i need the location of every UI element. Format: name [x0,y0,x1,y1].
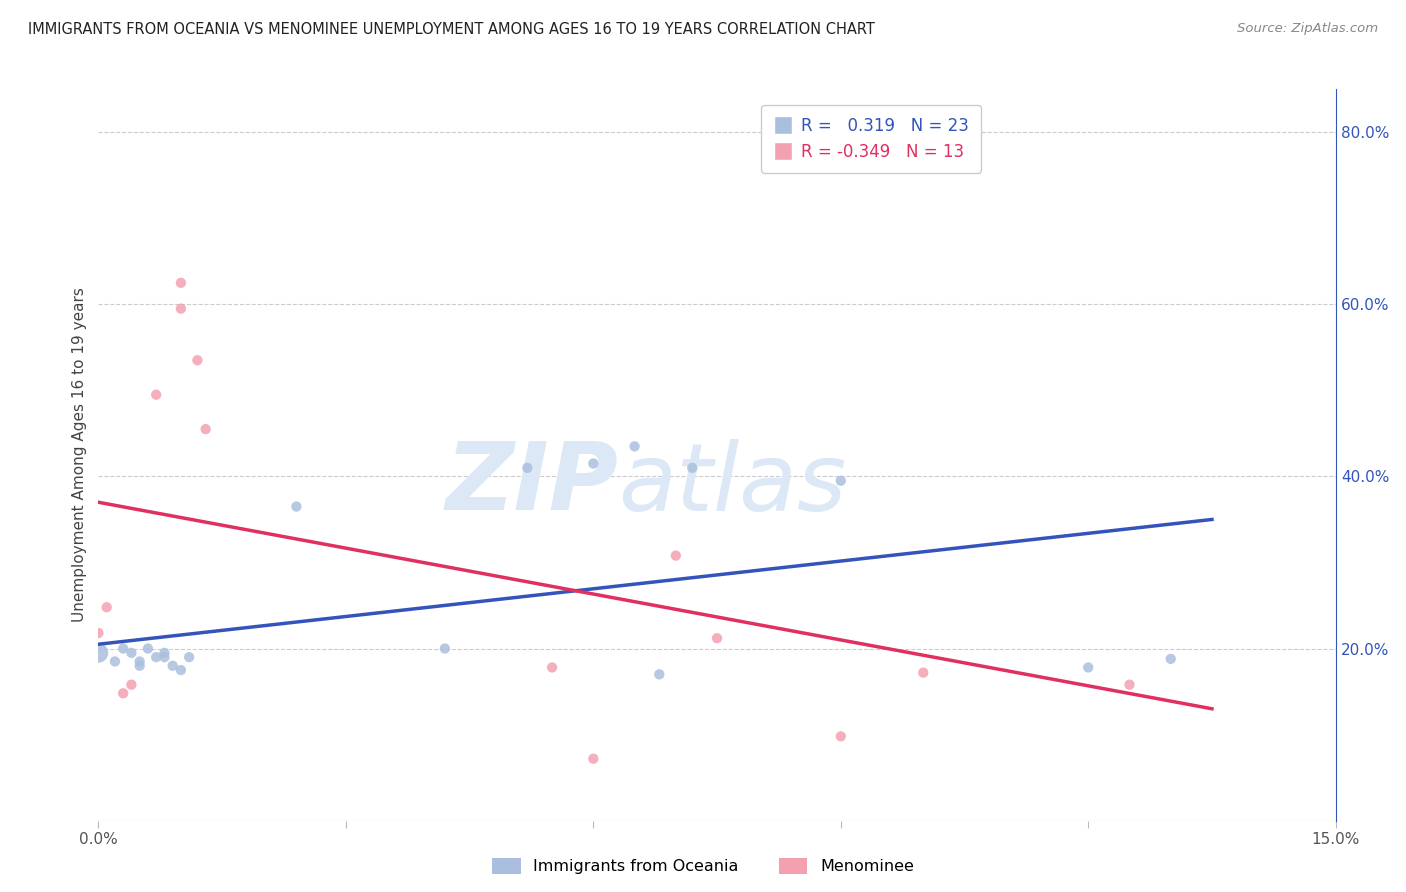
Point [112,686,135,700]
Point [1077,660,1099,674]
Point [433,641,456,656]
Point [541,660,564,674]
Text: IMMIGRANTS FROM OCEANIA VS MENOMINEE UNEMPLOYMENT AMONG AGES 16 TO 19 YEARS CORR: IMMIGRANTS FROM OCEANIA VS MENOMINEE UNE… [28,22,875,37]
Y-axis label: Unemployment Among Ages 16 to 19 years: Unemployment Among Ages 16 to 19 years [72,287,87,623]
Point [87,626,110,640]
Text: ZIP: ZIP [446,438,619,530]
Point [194,422,217,436]
Point [136,641,159,656]
Point [96,600,118,615]
Point [623,439,645,453]
Point [162,658,184,673]
Point [830,729,852,743]
Point [145,650,167,665]
Point [120,646,142,660]
Point [830,474,852,488]
Point [285,500,308,514]
Point [648,667,671,681]
Point [681,460,703,475]
Point [170,301,193,316]
Point [153,646,176,660]
Point [706,631,728,645]
Point [170,276,193,290]
Text: atlas: atlas [619,439,846,530]
Point [179,650,201,665]
Point [1118,678,1140,692]
Point [128,655,150,669]
Point [120,678,142,692]
Point [87,646,110,660]
Point [170,663,193,677]
Point [128,658,150,673]
Point [186,353,208,368]
Point [145,387,167,401]
Legend: Immigrants from Oceania, Menominee: Immigrants from Oceania, Menominee [484,850,922,882]
Point [582,752,605,766]
Text: Source: ZipAtlas.com: Source: ZipAtlas.com [1237,22,1378,36]
Legend: R =   0.319   N = 23, R = -0.349   N = 13: R = 0.319 N = 23, R = -0.349 N = 13 [762,105,981,172]
Point [912,665,935,680]
Point [1160,652,1182,666]
Point [516,460,538,475]
Point [582,457,605,471]
Point [104,655,127,669]
Point [665,549,688,563]
Point [112,641,135,656]
Point [153,650,176,665]
